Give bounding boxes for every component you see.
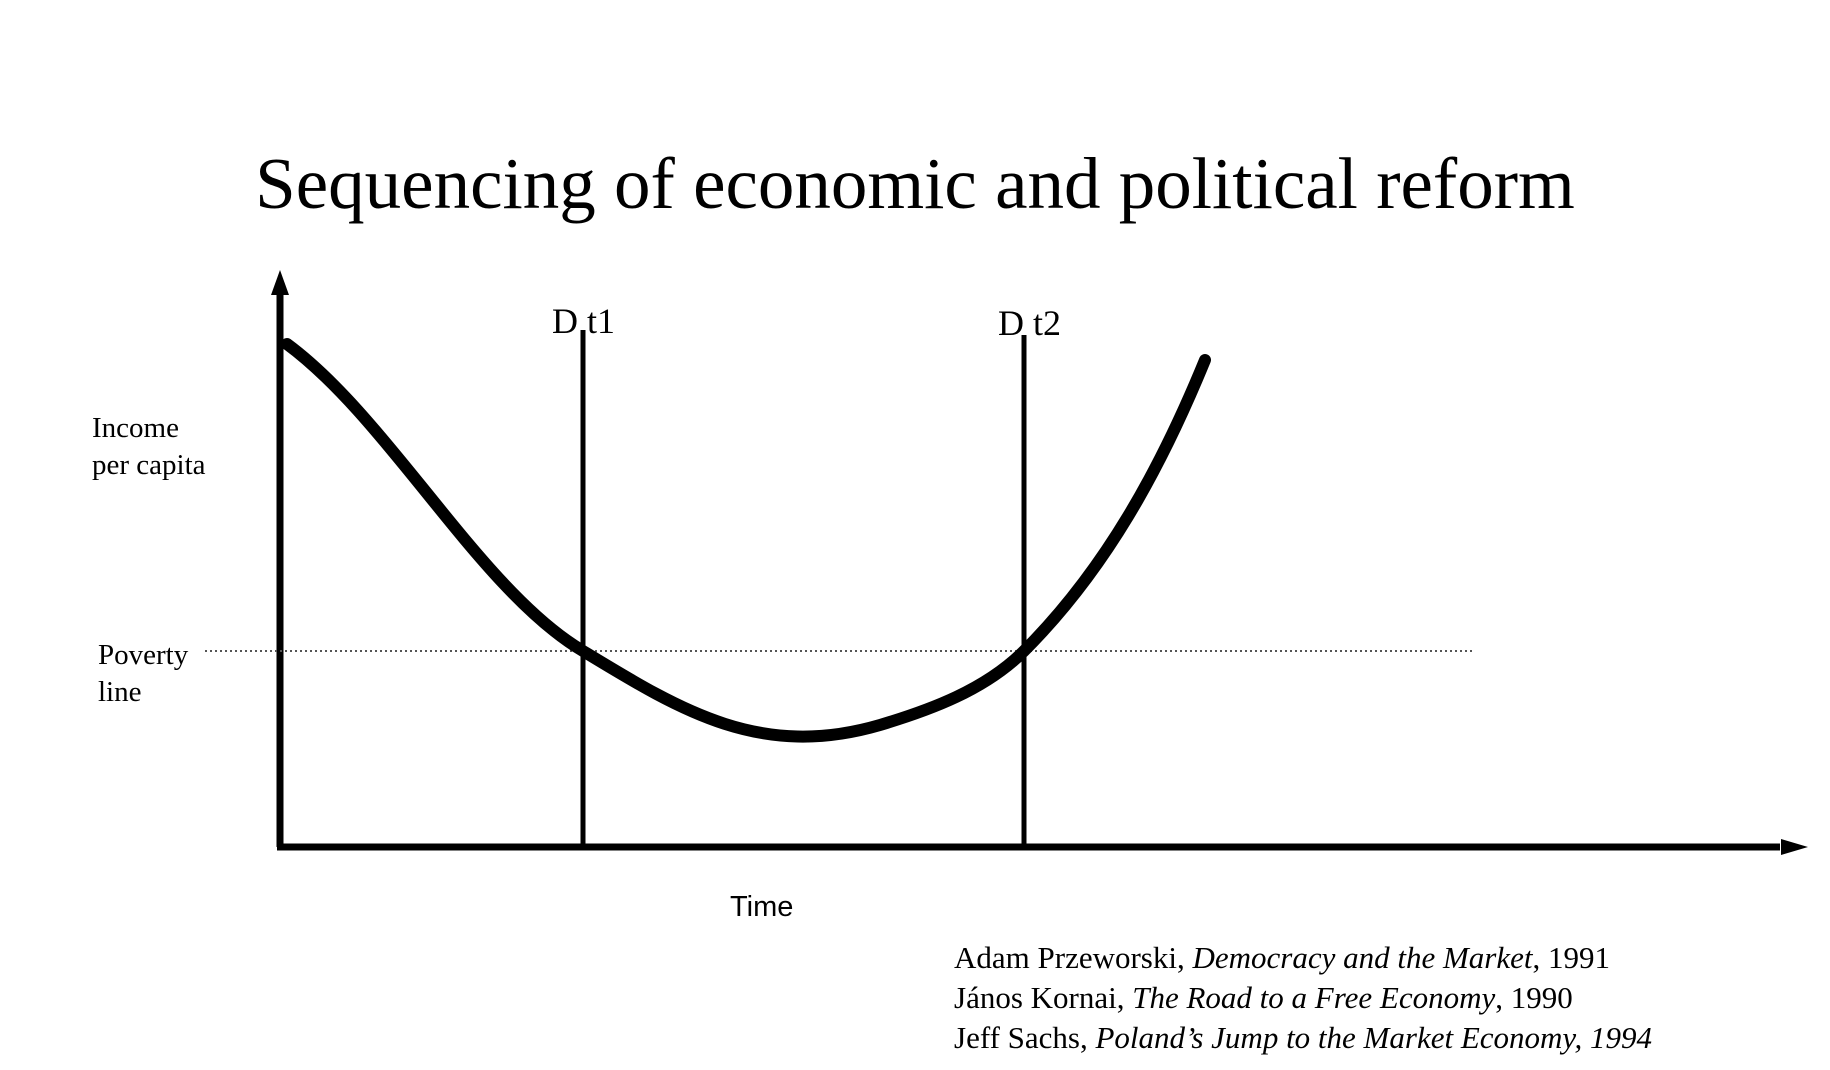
references-block: Adam Przeworski, Democracy and the Marke… <box>954 938 1652 1058</box>
poverty-line-label-line-2: line <box>98 676 142 708</box>
reference-author: Jeff Sachs, <box>954 1020 1096 1055</box>
x-axis-label: Time <box>730 891 793 923</box>
reference-title: Democracy and the Market <box>1192 940 1533 975</box>
reference-author: Adam Przeworski, <box>954 940 1193 975</box>
reference-year: , 1991 <box>1532 940 1611 975</box>
reference-title: Poland’s Jump to the Market Economy, 199… <box>1095 1020 1652 1055</box>
reference-year: , 1990 <box>1495 980 1573 1015</box>
slide-title: Sequencing of economic and political ref… <box>255 142 1575 224</box>
reference-title: The Road to a Free Economy <box>1132 980 1496 1015</box>
marker-label-t2: D t2 <box>998 303 1061 343</box>
y-axis-label-line-1: Income <box>92 412 179 444</box>
reference-item: Adam Przeworski, Democracy and the Marke… <box>954 938 1652 978</box>
y-axis-label-line-2: per capita <box>92 449 206 481</box>
income-curve <box>281 338 1211 743</box>
reference-item: Jeff Sachs, Poland’s Jump to the Market … <box>954 1018 1652 1058</box>
y-axis-arrow-icon <box>271 270 289 295</box>
reference-item: János Kornai, The Road to a Free Economy… <box>954 978 1652 1018</box>
marker-label-t1: D t1 <box>552 301 615 341</box>
poverty-line-label-line-1: Poverty <box>98 639 189 671</box>
reference-author: János Kornai, <box>954 980 1133 1015</box>
poverty-line-label: Poverty line <box>98 639 195 708</box>
y-axis-label: Income per capita <box>92 412 206 481</box>
x-axis-arrow-icon <box>1781 839 1808 855</box>
